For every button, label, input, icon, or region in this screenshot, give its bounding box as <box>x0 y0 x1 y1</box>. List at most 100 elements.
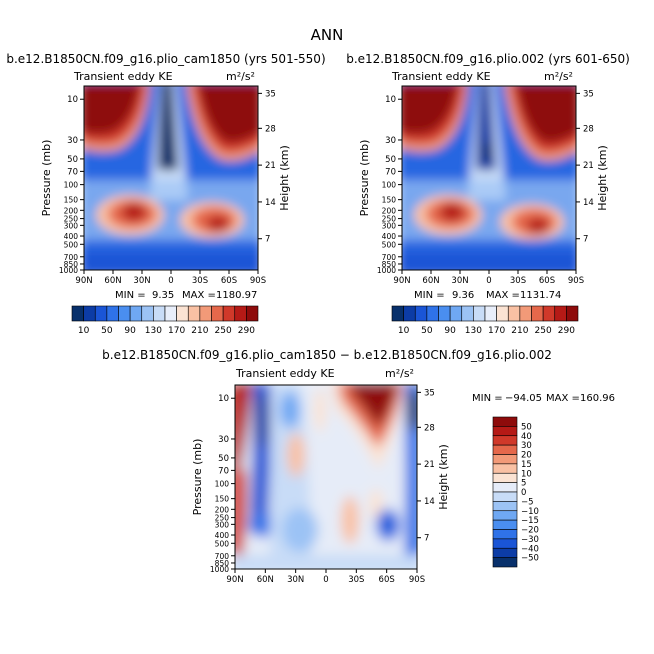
colorbar-box <box>176 305 189 322</box>
panel-3-units: m²/s² <box>385 367 414 380</box>
colorbar-box <box>449 305 463 322</box>
y-tick-label: 30 <box>67 136 78 146</box>
panel-3-axes: 90N 60N 30N 0 30S 60S 90S103050701001502002503… <box>191 388 450 585</box>
y-tick-label: 850 <box>215 559 230 568</box>
y-tick-label: 250 <box>215 514 230 523</box>
y-tick-label: 70 <box>385 167 396 177</box>
colorbar-box <box>187 305 201 322</box>
panel-3-subtitle: Transient eddy KE <box>235 367 335 380</box>
colorbar-label: 10 <box>398 326 410 336</box>
x-tick-label: 90N <box>226 575 243 585</box>
y-axis-title: Pressure (mb) <box>191 439 204 516</box>
colorbar-box <box>531 305 544 322</box>
y-tick-label: 1000 <box>377 266 396 275</box>
y-tick-label: 100 <box>215 480 230 489</box>
colorbar-box <box>492 444 518 455</box>
colorbar-box <box>492 557 518 568</box>
y2-tick-label: 28 <box>265 124 276 134</box>
panel-3-title: b.e12.B1850CN.f09_g16.plio_cam1850 − b.e… <box>102 348 552 362</box>
colorbar-label: 210 <box>511 326 528 336</box>
y-tick-label: 1000 <box>59 266 78 275</box>
y-tick-label: 30 <box>385 136 396 146</box>
y-tick-label: 200 <box>382 206 397 215</box>
y2-tick-label: 28 <box>583 124 594 134</box>
y-tick-label: 700 <box>215 552 230 561</box>
colorbar-label: 130 <box>465 326 482 336</box>
panel-1-field <box>84 86 258 270</box>
x-tick-label: 90S <box>250 276 266 286</box>
y-tick-label: 700 <box>64 253 79 262</box>
y-tick-label: 850 <box>382 260 397 269</box>
colorbar-box <box>492 519 518 530</box>
colorbar-box <box>234 305 247 322</box>
x-tick-label: 90N <box>75 276 92 286</box>
colorbar-box <box>492 491 518 502</box>
y-tick-label: 400 <box>382 232 397 241</box>
x-tick-label: 30N <box>451 276 468 286</box>
x-tick-label: 30N <box>287 575 304 585</box>
colorbar-box <box>403 305 416 322</box>
panel-1: b.e12.B1850CN.f09_g16.plio_cam1850 (yrs … <box>6 52 325 336</box>
panel-2-colorbar: 10 50 90 130 170 210 250 290 <box>391 305 579 336</box>
y-tick-label: 250 <box>64 215 79 224</box>
y-tick-label: 70 <box>67 167 78 177</box>
y-tick-label: 500 <box>64 240 79 249</box>
panel-2-field <box>402 86 576 270</box>
panel-1-units: m²/s² <box>226 70 255 83</box>
colorbar-box <box>473 305 486 322</box>
colorbar-label: 50 <box>101 326 113 336</box>
x-tick-label: 60N <box>104 276 121 286</box>
colorbar-label: 20 <box>521 451 532 461</box>
y2-tick-label: 7 <box>424 534 429 544</box>
colorbar-box <box>492 538 518 549</box>
colorbar-box <box>507 305 521 322</box>
y2-tick-label: 7 <box>265 235 270 245</box>
y2-tick-label: 35 <box>583 89 594 99</box>
panel-2-max-label: MAX = <box>486 290 520 301</box>
x-tick-label: 60S <box>539 276 555 286</box>
y2-tick-label: 7 <box>583 235 588 245</box>
colorbar-box <box>496 305 509 322</box>
colorbar-label: 250 <box>215 326 232 336</box>
colorbar-box <box>492 529 518 540</box>
colorbar-label: 50 <box>421 326 433 336</box>
colorbar-box <box>94 305 108 322</box>
colorbar-label: 290 <box>558 326 575 336</box>
colorbar-label: 90 <box>124 326 136 336</box>
y-tick-label: 30 <box>218 435 229 445</box>
y-tick-label: 300 <box>215 520 230 529</box>
colorbar-box <box>199 305 212 322</box>
colorbar-box <box>492 472 518 483</box>
y2-tick-label: 21 <box>424 460 435 470</box>
panel-3-max-label: MAX = <box>546 393 580 404</box>
y2-tick-label: 35 <box>265 89 276 99</box>
colorbar-label: 10 <box>521 469 532 479</box>
panel-3-max-value: 160.96 <box>580 393 615 404</box>
panel-3-min-value: −94.05 <box>505 393 542 404</box>
panel-1-title: b.e12.B1850CN.f09_g16.plio_cam1850 (yrs … <box>6 52 325 66</box>
colorbar-box <box>426 305 439 322</box>
x-tick-label: 90N <box>393 276 410 286</box>
y-tick-label: 200 <box>215 505 230 514</box>
x-tick-label: 0 <box>486 276 491 286</box>
x-tick-label: 60S <box>221 276 237 286</box>
y-tick-label: 150 <box>382 196 397 205</box>
x-tick-label: 30S <box>510 276 526 286</box>
panel-3-field <box>235 385 417 569</box>
colorbar-label: −20 <box>521 526 539 536</box>
panel-1-max-value: 1180.97 <box>216 290 257 301</box>
colorbar-box <box>129 305 143 322</box>
panel-2-min-label: MIN = <box>414 290 445 301</box>
colorbar-label: 210 <box>191 326 208 336</box>
colorbar-box <box>141 305 154 322</box>
colorbar-label: 170 <box>168 326 185 336</box>
colorbar-box <box>492 501 518 512</box>
panel-2-axes: 90N 60N 30N 0 30S 60S 90S103050701001502002503… <box>358 89 609 286</box>
colorbar-label: 250 <box>535 326 552 336</box>
x-tick-label: 90S <box>409 575 425 585</box>
x-tick-label: 30S <box>192 276 208 286</box>
colorbar-box <box>566 305 579 322</box>
colorbar-box <box>211 305 224 322</box>
y2-tick-label: 14 <box>583 198 594 208</box>
